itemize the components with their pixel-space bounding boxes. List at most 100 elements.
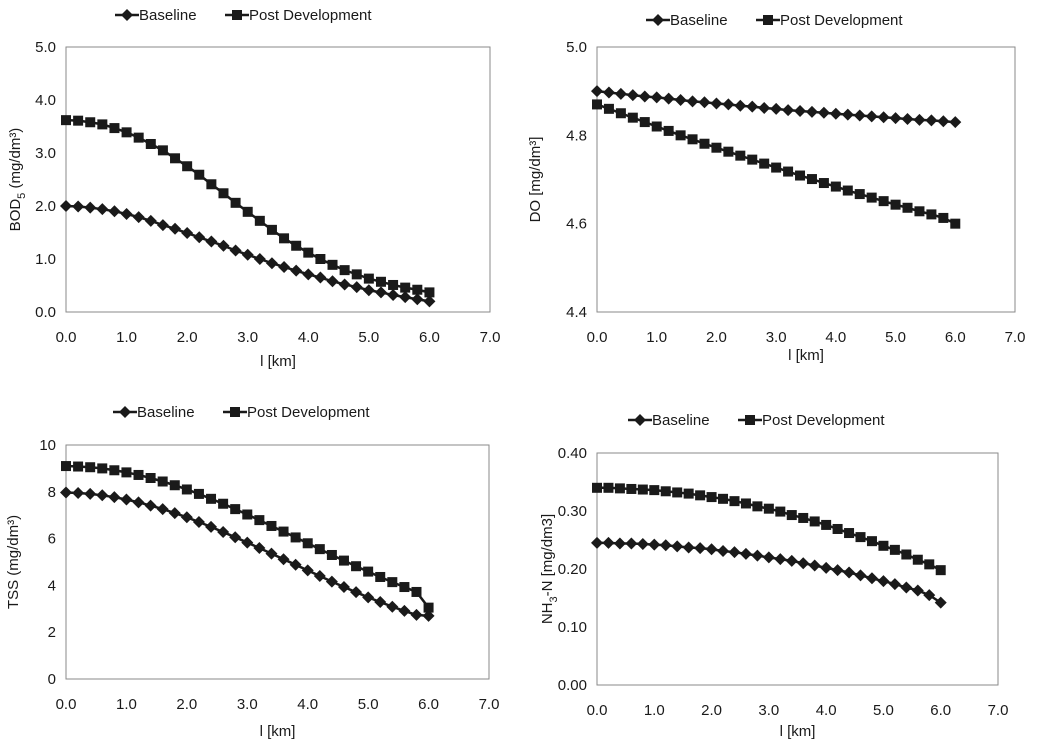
data-point-diamond (937, 115, 950, 128)
data-point-square (706, 492, 717, 503)
data-point-square (842, 185, 853, 196)
data-point-diamond (808, 559, 821, 572)
data-point-square (182, 161, 193, 172)
y-tick-label: 0.40 (558, 445, 587, 462)
data-point-square (157, 145, 168, 156)
data-point-square (388, 279, 399, 290)
x-tick-label: 6.0 (419, 329, 440, 346)
x-tick-label: 3.0 (758, 702, 779, 719)
data-point-diamond (84, 487, 97, 500)
data-point-diamond (911, 584, 924, 597)
data-point-square (614, 483, 625, 494)
x-tick-label: 4.0 (298, 329, 319, 346)
data-point-square (412, 284, 423, 295)
x-tick-label: 3.0 (766, 329, 787, 346)
data-point-square (627, 112, 638, 123)
data-point-diamond (410, 608, 423, 621)
y-tick-label: 0.20 (558, 561, 587, 578)
x-axis-label: l [km] (788, 347, 824, 364)
data-point-diamond (865, 572, 878, 585)
data-point-diamond (686, 95, 699, 108)
data-point-square (170, 153, 181, 164)
x-tick-label: 2.0 (177, 329, 198, 346)
legend-label-baseline: Baseline (137, 404, 195, 421)
data-point-square (327, 259, 338, 270)
data-point-diamond (229, 244, 242, 257)
data-point-diamond (72, 486, 85, 499)
data-point-square (639, 117, 650, 128)
data-point-diamond (694, 542, 707, 555)
legend: Baseline Post Development (113, 404, 370, 421)
legend: Baseline Post Development (115, 7, 372, 24)
data-point-square (672, 487, 683, 498)
data-point-diamond (785, 554, 798, 567)
data-point-square (351, 561, 362, 572)
y-tick-label: 4.8 (566, 127, 587, 144)
x-tick-label: 2.0 (706, 329, 727, 346)
data-point-square (759, 158, 770, 169)
data-point-diamond (865, 110, 878, 123)
y-tick-label: 4 (48, 577, 56, 594)
data-point-diamond (877, 575, 890, 588)
data-point-diamond (422, 609, 435, 622)
data-point-square (121, 127, 132, 138)
data-point-diamond (108, 491, 121, 504)
y-tick-label: 3.0 (35, 145, 56, 162)
data-point-square (771, 162, 782, 173)
data-point-square (663, 125, 674, 136)
data-point-diamond (217, 526, 230, 539)
data-point-square (854, 189, 865, 200)
data-point-square (924, 559, 935, 570)
data-point-diamond (739, 547, 752, 560)
legend: Baseline Post Development (646, 12, 903, 29)
data-point-square (763, 503, 774, 514)
x-axis-label: l [km] (780, 723, 816, 740)
data-point-square (157, 476, 168, 487)
data-point-square (193, 488, 204, 499)
x-tick-label: 4.0 (825, 329, 846, 346)
x-tick-label: 5.0 (885, 329, 906, 346)
y-tick-label: 0 (48, 671, 56, 688)
data-point-diamond (854, 569, 867, 582)
plot-frame (65, 444, 490, 680)
data-point-square (660, 486, 671, 497)
data-point-square (592, 99, 602, 110)
data-point-square (97, 463, 108, 474)
data-point-square (206, 493, 217, 504)
data-point-square (61, 115, 71, 126)
data-point-square (603, 482, 614, 493)
legend-square-icon (232, 10, 242, 20)
data-point-square (291, 240, 302, 251)
data-point-diamond (934, 596, 947, 609)
data-point-square (821, 519, 832, 530)
series-baseline (60, 200, 436, 308)
data-point-diamond (205, 520, 218, 533)
data-point-diamond (84, 201, 97, 214)
legend: Baseline Post Development (628, 412, 885, 429)
data-point-square (302, 538, 313, 549)
data-point-diamond (387, 289, 400, 302)
data-point-square (878, 540, 889, 551)
data-point-diamond (301, 564, 314, 577)
data-point-square (121, 467, 132, 478)
data-point-square (375, 276, 386, 287)
legend-square-icon (763, 15, 773, 25)
y-tick-label: 0.10 (558, 619, 587, 636)
data-point-square (866, 192, 877, 203)
data-point-diamond (602, 86, 615, 99)
data-point-diamond (762, 551, 775, 564)
data-point-square (926, 209, 937, 220)
data-point-diamond (290, 264, 303, 277)
data-point-diamond (156, 219, 169, 232)
data-point-square (254, 215, 265, 226)
data-point-diamond (734, 99, 747, 112)
x-tick-label: 5.0 (358, 329, 379, 346)
x-tick-label: 0.0 (56, 696, 77, 713)
data-point-diamond (913, 113, 926, 126)
data-point-diamond (728, 546, 741, 559)
x-tick-label: 7.0 (479, 696, 500, 713)
data-point-diamond (805, 105, 818, 118)
data-point-square (338, 555, 349, 566)
data-point-square (637, 484, 648, 495)
